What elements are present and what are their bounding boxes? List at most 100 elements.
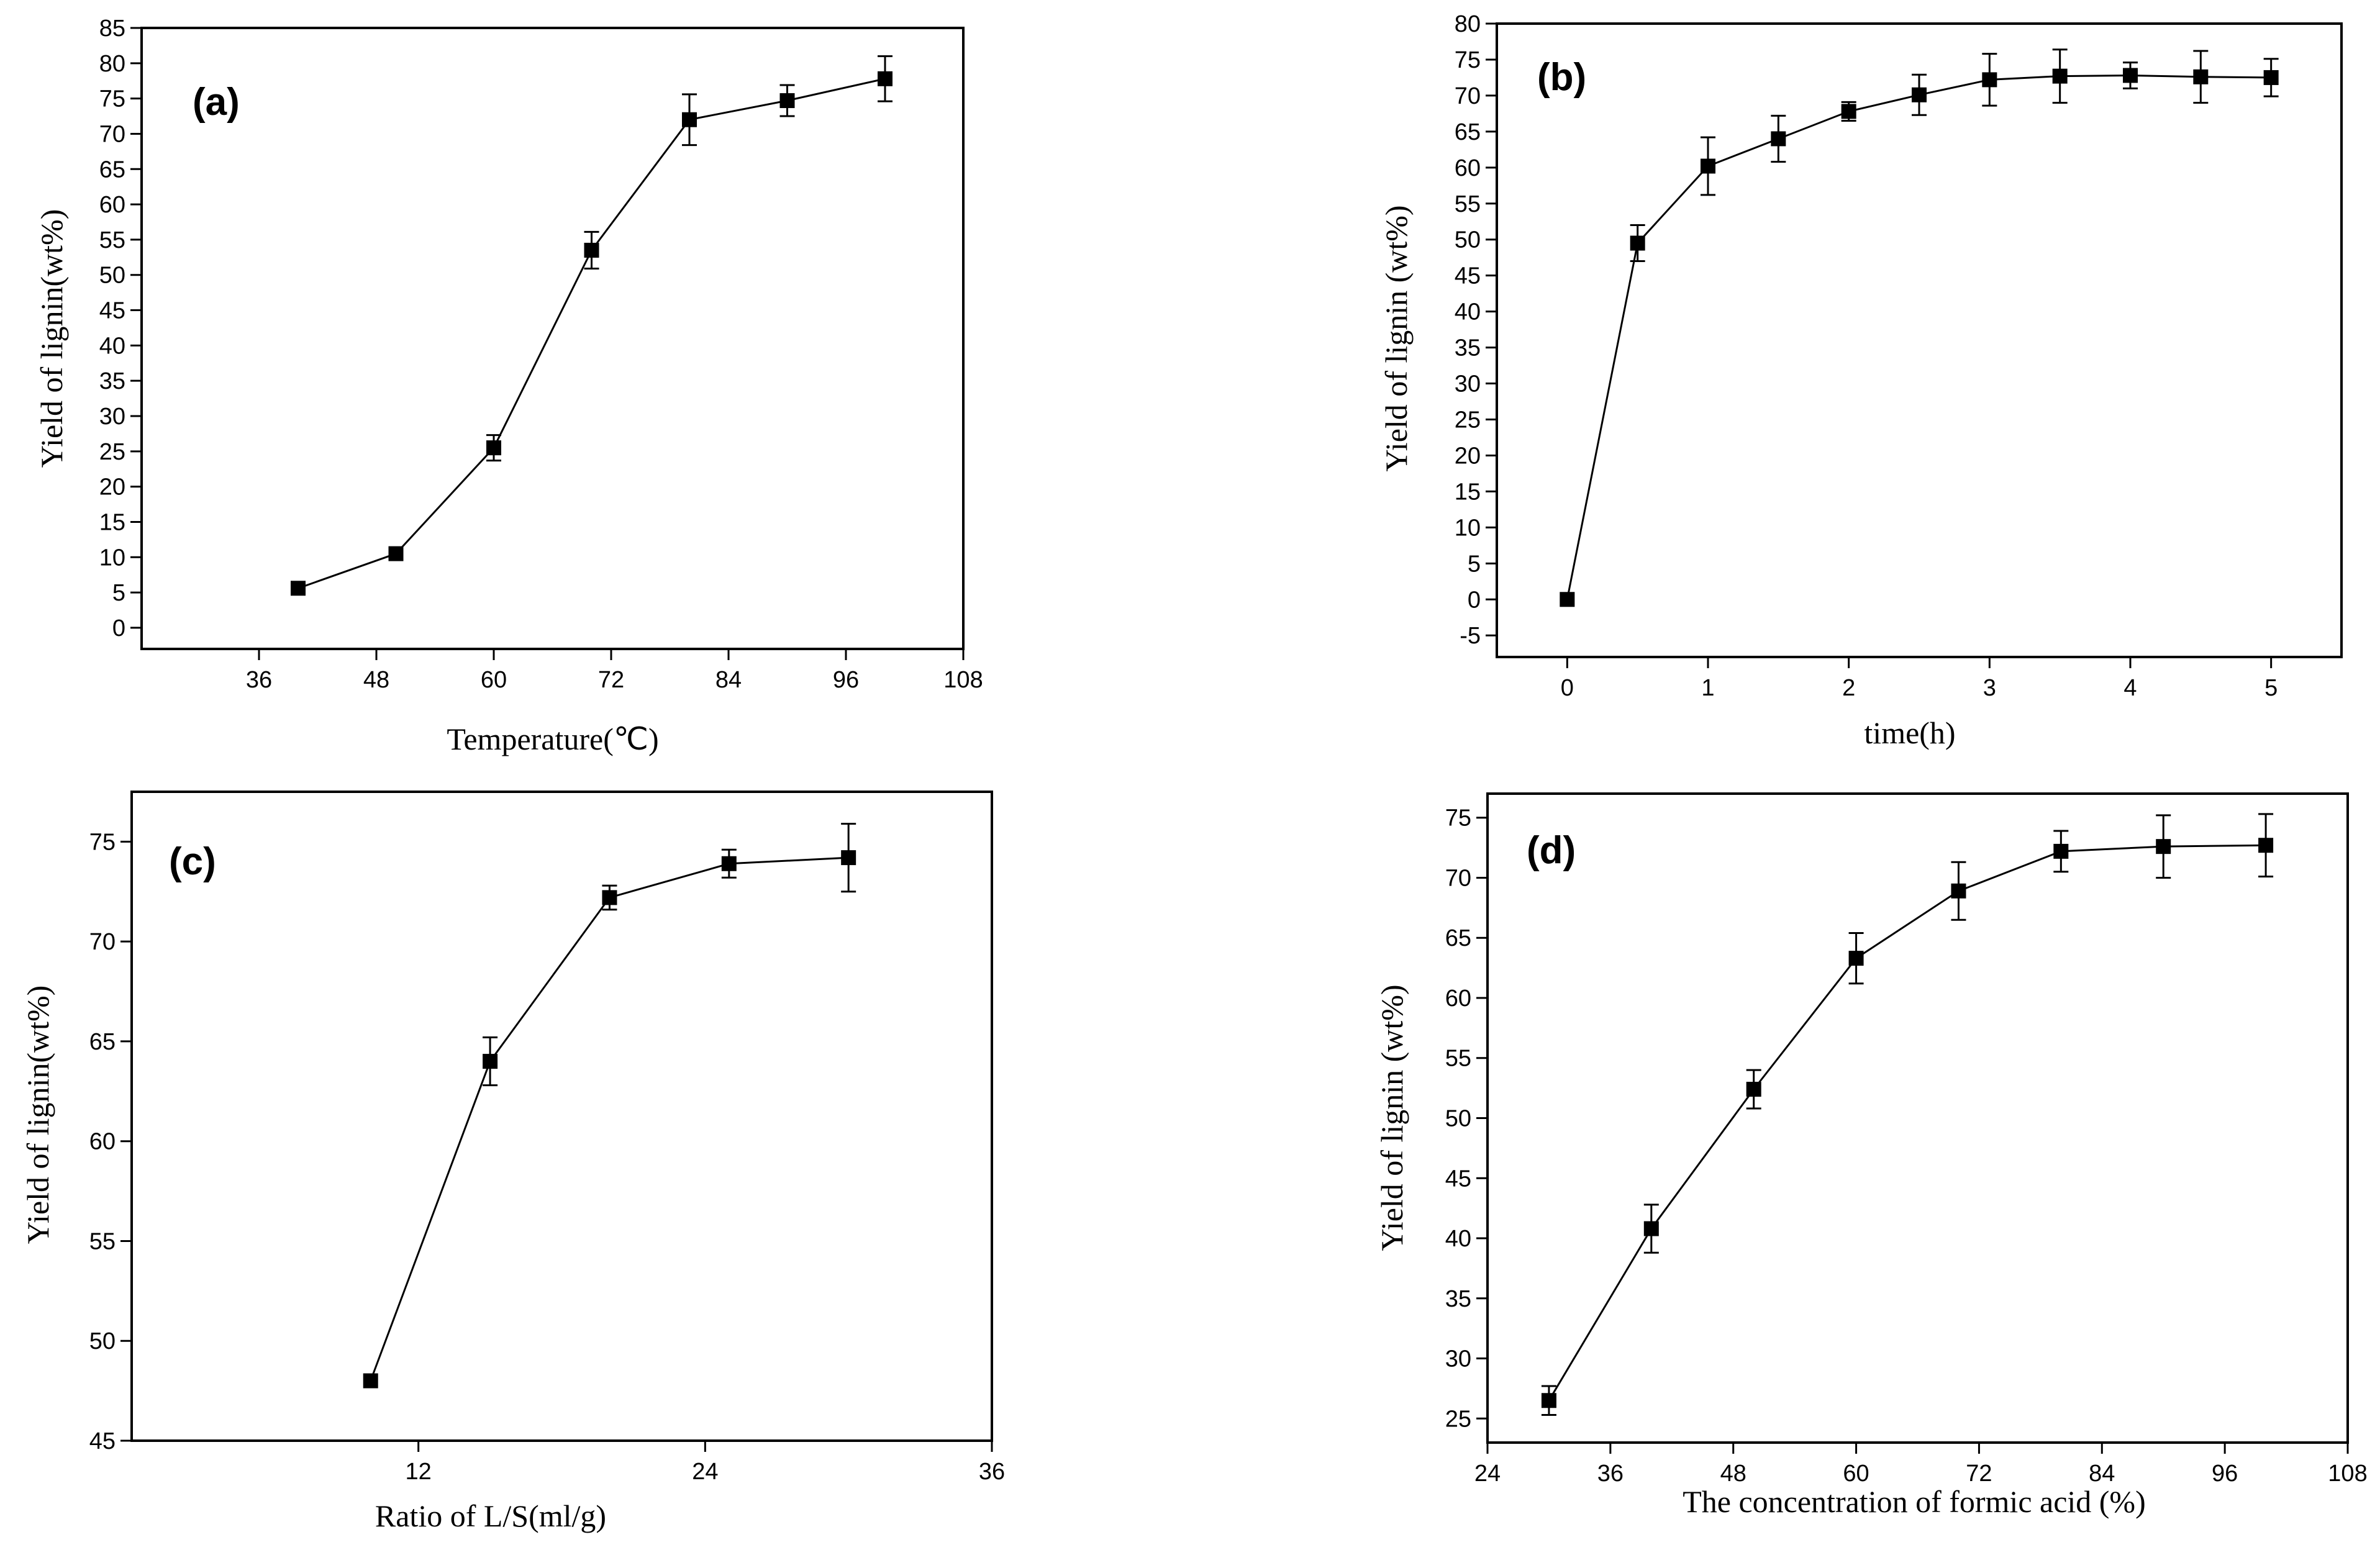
data-point bbox=[388, 546, 404, 561]
y-tick-label: 45 bbox=[89, 1428, 116, 1454]
x-axis-label: Temperature(℃) bbox=[447, 722, 658, 756]
y-axis-label: Yield of lignin(wt%) bbox=[34, 209, 69, 468]
x-tick-label: 84 bbox=[715, 667, 742, 693]
y-tick-label: 10 bbox=[1455, 515, 1481, 541]
x-tick-label: 60 bbox=[481, 667, 507, 693]
data-point bbox=[2193, 69, 2209, 84]
y-axis-label: Yield of lignin (wt%) bbox=[1379, 205, 1414, 471]
data-point bbox=[1841, 104, 1856, 119]
y-tick-label: 55 bbox=[89, 1228, 116, 1254]
data-point bbox=[1746, 1082, 1761, 1097]
data-point bbox=[1848, 951, 1864, 966]
y-tick-label: 70 bbox=[1445, 865, 1471, 891]
x-axis-label: time(h) bbox=[1864, 715, 1955, 750]
y-axis-label: Yield of lignin(wt%) bbox=[20, 986, 55, 1244]
y-tick-label: 80 bbox=[1455, 11, 1481, 37]
y-tick-label: 20 bbox=[1455, 443, 1481, 469]
data-point bbox=[1771, 131, 1786, 147]
y-tick-label: 75 bbox=[1455, 47, 1481, 73]
y-tick-label: 75 bbox=[89, 829, 116, 855]
y-tick-label: 30 bbox=[1445, 1346, 1471, 1372]
x-tick-label: 5 bbox=[2264, 675, 2278, 701]
y-tick-label: 50 bbox=[1455, 227, 1481, 253]
y-tick-label: 45 bbox=[99, 298, 125, 324]
x-tick-label: 108 bbox=[2328, 1461, 2367, 1487]
y-tick-label: 5 bbox=[1468, 551, 1481, 577]
data-point bbox=[721, 856, 737, 871]
y-tick-label: 30 bbox=[99, 404, 125, 430]
x-tick-label: 72 bbox=[1966, 1461, 1992, 1487]
y-tick-label: 0 bbox=[112, 615, 125, 641]
y-tick-label: 60 bbox=[89, 1129, 116, 1155]
x-axis-label: Ratio of L/S(ml/g) bbox=[375, 1498, 606, 1533]
x-tick-label: 48 bbox=[1720, 1461, 1746, 1487]
panel-a-marks: 36 48 60 72 84 96 108 0 5 10 15 20 25 30 35 40 45 50 55 60 6… bbox=[99, 16, 983, 693]
data-point bbox=[2263, 70, 2279, 85]
y-tick-label: 55 bbox=[1445, 1046, 1471, 1072]
data-point bbox=[584, 242, 599, 258]
y-tick-label: 65 bbox=[99, 156, 125, 183]
y-tick-label: 55 bbox=[1455, 191, 1481, 217]
x-tick-label: 24 bbox=[1474, 1461, 1501, 1487]
y-tick-label: 25 bbox=[1445, 1406, 1471, 1432]
y-tick-label: 85 bbox=[99, 16, 125, 42]
panel-d: 24 36 48 60 72 84 96 1082530354045505560657075 … bbox=[1374, 792, 2368, 1519]
data-point bbox=[1643, 1221, 1659, 1236]
data-point bbox=[486, 440, 501, 456]
y-tick-label: 20 bbox=[99, 474, 125, 501]
data-point bbox=[291, 581, 306, 596]
x-tick-label: 60 bbox=[1843, 1461, 1869, 1487]
x-tick-label: 12 bbox=[406, 1459, 432, 1485]
y-tick-label: 10 bbox=[99, 545, 125, 571]
data-point bbox=[878, 71, 892, 86]
data-point bbox=[1630, 235, 1645, 251]
panel-b: 0 1 2 3 4 5-505101520253035404550556065707580… bbox=[1379, 11, 2343, 750]
data-point bbox=[2123, 68, 2138, 83]
x-axis-label: The concentration of formic acid (%) bbox=[1683, 1484, 2145, 1519]
data-point bbox=[2258, 838, 2274, 853]
y-tick-label: 50 bbox=[99, 263, 125, 289]
plot-frame bbox=[140, 27, 965, 650]
y-tick-label: -5 bbox=[1460, 623, 1481, 649]
x-tick-label: 4 bbox=[2123, 675, 2137, 701]
y-tick-label: 50 bbox=[1445, 1106, 1471, 1132]
y-tick-label: 65 bbox=[89, 1029, 116, 1055]
panel-c: 12 24 36 45 50 55 60 65 70 75 (c) Ratio of L/S(ml… bbox=[20, 791, 1005, 1533]
data-point bbox=[483, 1054, 498, 1069]
data-point bbox=[841, 850, 856, 866]
panel-label: (b) bbox=[1537, 56, 1586, 99]
y-tick-label: 65 bbox=[1445, 925, 1471, 951]
y-axis-label: Yield of lignin (wt%) bbox=[1374, 984, 1409, 1251]
data-point bbox=[1982, 72, 1997, 88]
x-tick-label: 84 bbox=[2089, 1461, 2115, 1487]
y-tick-label: 60 bbox=[1455, 155, 1481, 181]
data-point bbox=[2053, 843, 2069, 859]
panel-c-marks: 12 24 36 45 50 55 60 65 70 75 bbox=[89, 822, 1005, 1485]
y-tick-label: 45 bbox=[1455, 263, 1481, 289]
data-point bbox=[682, 112, 697, 127]
y-tick-label: 80 bbox=[99, 51, 125, 77]
y-tick-label: 40 bbox=[1445, 1226, 1471, 1252]
data-point bbox=[2052, 68, 2068, 84]
panel-label: (a) bbox=[193, 81, 240, 124]
y-tick-label: 25 bbox=[99, 439, 125, 465]
data-point bbox=[1912, 87, 1927, 102]
x-tick-label: 0 bbox=[1561, 675, 1574, 701]
data-point bbox=[779, 93, 795, 109]
y-tick-label: 5 bbox=[112, 580, 125, 606]
y-tick-label: 50 bbox=[89, 1328, 116, 1354]
data-point bbox=[2156, 839, 2171, 854]
y-tick-label: 35 bbox=[99, 368, 125, 394]
x-tick-label: 2 bbox=[1842, 675, 1855, 701]
y-tick-label: 55 bbox=[99, 227, 125, 253]
x-tick-label: 108 bbox=[943, 667, 983, 693]
y-tick-label: 65 bbox=[1455, 119, 1481, 145]
panel-label: (d) bbox=[1527, 829, 1576, 872]
y-tick-label: 40 bbox=[1455, 299, 1481, 325]
plot-frame bbox=[130, 791, 993, 1442]
y-tick-label: 70 bbox=[89, 929, 116, 955]
y-tick-label: 45 bbox=[1445, 1166, 1471, 1192]
y-tick-label: 60 bbox=[1445, 986, 1471, 1012]
y-tick-label: 60 bbox=[99, 192, 125, 218]
